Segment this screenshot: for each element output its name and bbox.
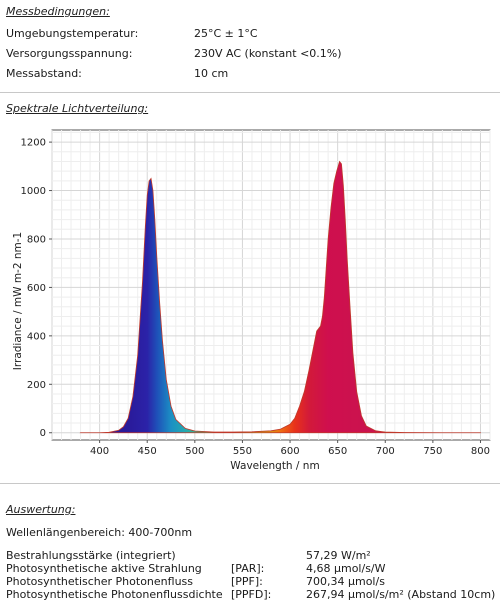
spectrum-title: Spektrale Lichtverteilung: [6,102,149,115]
condition-label: Versorgungsspannung: [6,47,133,60]
x-tick-label: 700 [376,446,395,457]
result-name: Photosynthetische aktive Strahlung [6,562,202,575]
y-tick-label: 600 [27,283,46,294]
result-value: 267,94 µmol/s/m² (Abstand 10cm) [306,588,496,601]
condition-value: 230V AC (konstant <0.1%) [194,47,342,60]
result-abbr: [PPFD]: [231,588,272,601]
condition-value: 10 cm [194,67,229,80]
x-tick-label: 400 [90,446,109,457]
result-value: 57,29 W/m² [306,549,371,562]
condition-label: Umgebungstemperatur: [6,27,139,40]
result-name: Bestrahlungsstärke (integriert) [6,549,176,562]
y-tick-label: 200 [27,380,46,391]
condition-value: 25°C ± 1°C [194,27,258,40]
x-tick-label: 650 [328,446,347,457]
spectrum-area [79,160,482,434]
x-tick-label: 600 [280,446,299,457]
y-tick-label: 800 [27,234,46,245]
section-divider [0,483,500,484]
x-tick-label: 500 [185,446,204,457]
spectrum-chart: 400 450 500 550 600 650 700 750 800 0 200 400 600 80… [12,129,491,472]
x-tick-label: 750 [423,446,442,457]
y-axis-label: Irradiance / mW m-2 nm-1 [12,232,24,370]
x-tick-label: 450 [138,446,157,457]
x-tick-label: 800 [471,446,490,457]
condition-label: Messabstand: [6,67,82,80]
x-tick-label: 550 [233,446,252,457]
y-tick-label: 1200 [21,138,46,149]
y-tick-label: 400 [27,331,46,342]
y-tick-label: 1000 [21,186,46,197]
result-name: Photosynthetische Photonenflussdichte [6,588,223,601]
section-divider [0,92,500,93]
y-tick-label: 0 [40,428,46,439]
y-tick-labels: 0 200 400 600 800 1000 1200 [21,138,52,439]
x-axis-label: Wavelength / nm [230,460,319,472]
result-value: 700,34 µmol/s [306,575,385,588]
result-abbr: [PAR]: [231,562,265,575]
x-tick-labels: 400 450 500 550 600 650 700 750 800 [90,440,490,457]
result-name: Photosynthetischer Photonenfluss [6,575,193,588]
result-abbr: [PPF]: [231,575,263,588]
result-value: 4,68 µmol/s/W [306,562,386,575]
conditions-title: Messbedingungen: [6,5,110,18]
wavelength-range: Wellenlängenbereich: 400-700nm [6,526,193,539]
evaluation-title: Auswertung: [6,503,76,516]
grid-lines [51,130,491,440]
